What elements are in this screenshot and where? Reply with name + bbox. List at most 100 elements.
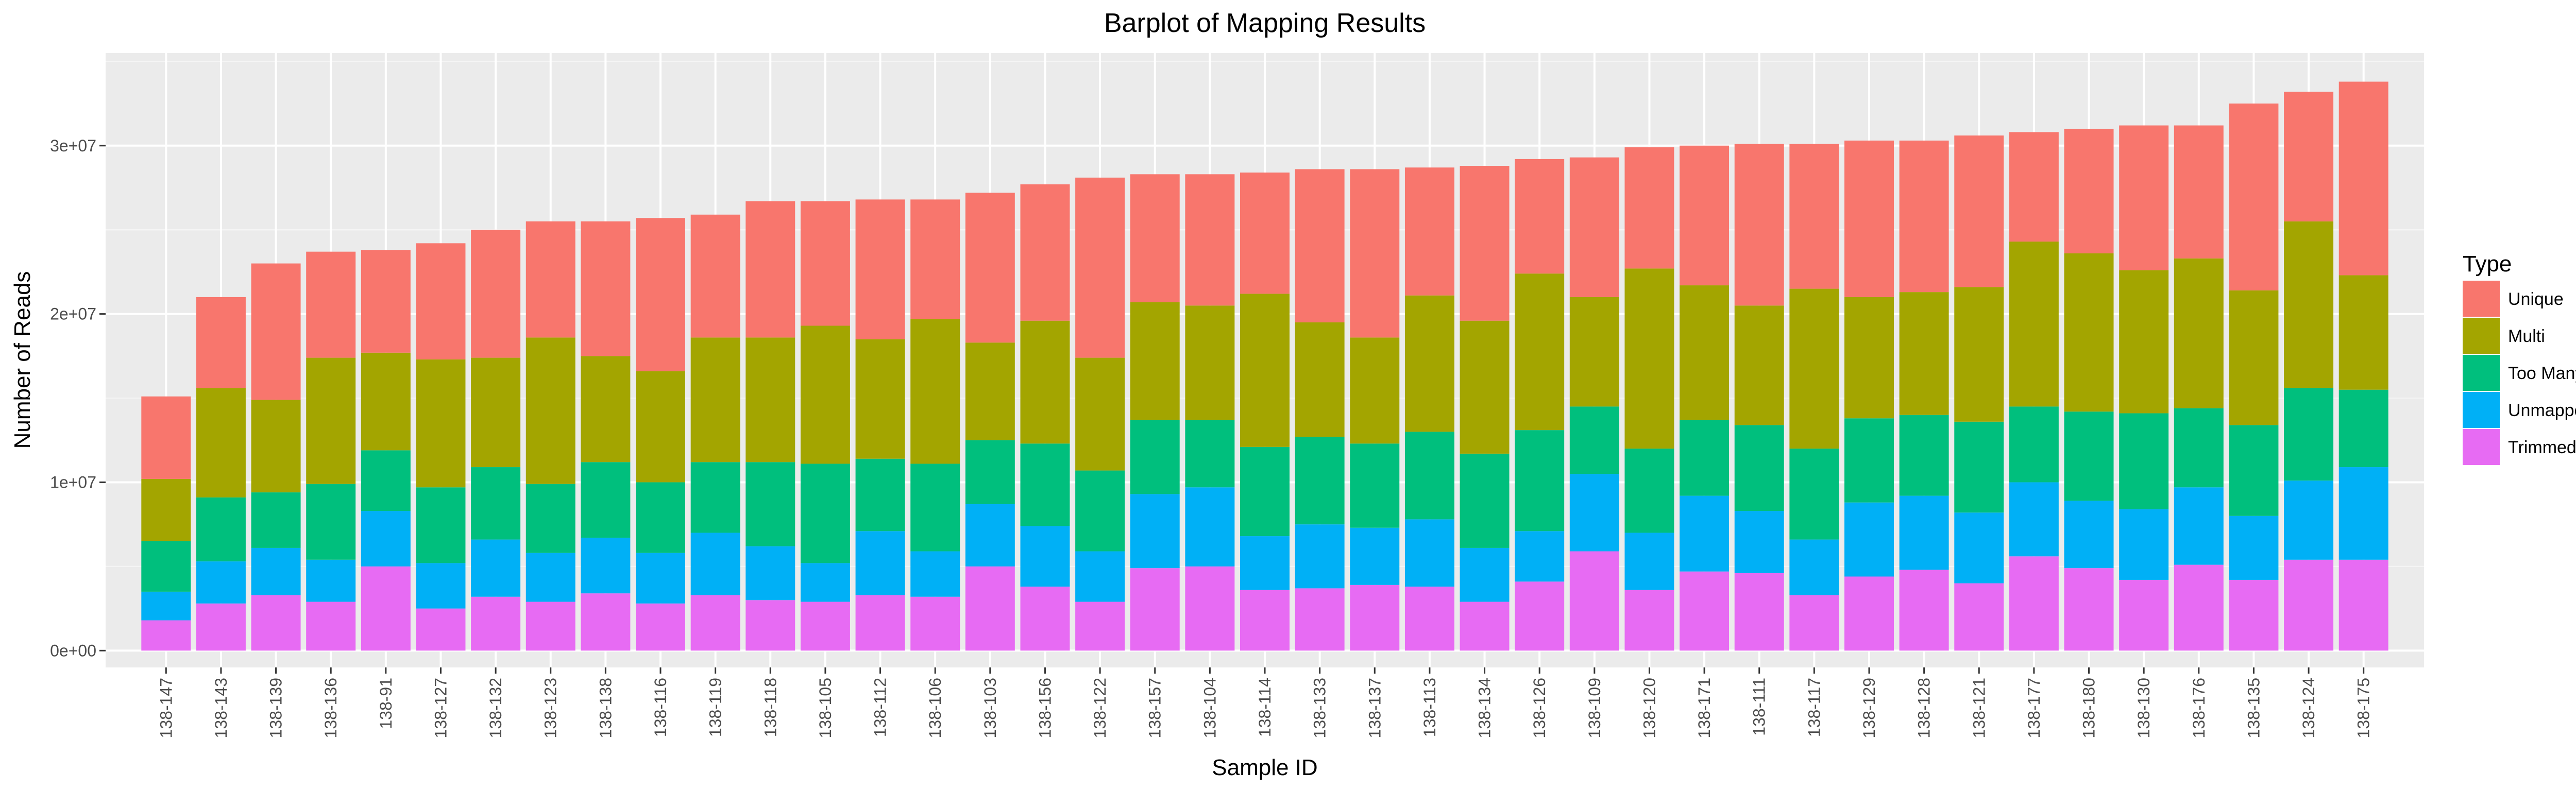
bar-segment-trimmed-off-138-122 [1075,602,1125,651]
legend-swatch-too-many [2463,355,2500,391]
x-tick-label: 138-117 [1805,678,1823,737]
bar-segment-trimmed-off-138-120 [1624,590,1674,651]
bar-segment-trimmed-off-138-113 [1404,587,1454,651]
bar-segment-unmapped-138-104 [1185,487,1235,566]
x-tick-label: 138-121 [1970,678,1988,738]
bar-segment-trimmed-off-138-129 [1844,576,1894,651]
bar-segment-multi-138-114 [1240,294,1290,447]
x-tick-label: 138-171 [1695,678,1714,738]
legend-items: Unique Multi Too Many Unmapped Trimmed Off [2463,281,2576,465]
bar-segment-unmapped-138-130 [2119,509,2169,580]
bar-segment-too-many-138-171 [1680,420,1730,496]
bar-segment-multi-138-124 [2284,221,2334,388]
bar-segment-unmapped-138-113 [1404,519,1454,587]
bar-segment-trimmed-off-138-130 [2119,580,2169,651]
bar-segment-unique-138-111 [1734,144,1784,306]
bar-segment-unique-138-134 [1460,165,1510,321]
bar-segment-unmapped-138-105 [800,563,850,602]
bar-segment-unmapped-138-157 [1130,494,1180,569]
bar-segment-unique-138-132 [471,230,521,358]
bar-segment-unique-138-113 [1404,167,1454,296]
legend-label: Trimmed Off [2508,438,2576,457]
bar-segment-multi-138-105 [800,325,850,464]
legend-label: Unmapped [2508,401,2576,420]
bar-segment-unmapped-138-123 [526,553,575,602]
bar-segment-unique-138-121 [1954,135,2004,287]
bar-segment-unmapped-138-106 [910,551,960,597]
bar-segment-multi-138-120 [1624,268,1674,449]
bar-segment-multi-138-112 [855,339,905,459]
bar-segment-unmapped-138-143 [196,561,246,604]
x-tick-label: 138-156 [1036,678,1054,738]
bar-segment-too-many-138-147 [141,541,191,592]
bar-segment-trimmed-off-138-124 [2284,559,2334,651]
x-tick-label: 138-104 [1200,678,1219,738]
bar-segment-too-many-138-117 [1789,449,1839,540]
x-tick-label: 138-132 [486,678,505,738]
bar-segment-trimmed-off-138-109 [1569,551,1619,651]
bar-segment-unique-138-137 [1350,169,1400,338]
bar-segment-unique-138-103 [965,193,1015,343]
bar-segment-trimmed-off-138-126 [1515,581,1565,651]
bar-segment-too-many-138-105 [800,463,850,563]
bar-segment-too-many-138-138 [581,462,631,538]
x-tick-label: 138-176 [2190,678,2208,738]
x-tick-label: 138-111 [1750,678,1769,736]
bar-segment-unmapped-138-180 [2064,501,2114,569]
bar-segment-trimmed-off-138-104 [1185,566,1235,651]
bar-segment-multi-138-128 [1899,292,1949,415]
bar-segment-trimmed-off-138-137 [1350,585,1400,651]
bar-segment-unique-138-130 [2119,125,2169,270]
bar-segment-multi-138-133 [1295,322,1345,437]
bar-segment-too-many-138-103 [965,440,1015,504]
bar-segment-unique-138-119 [690,214,740,338]
x-tick-label: 138-128 [1915,678,1934,738]
bar-segment-unique-138-157 [1130,174,1180,302]
bar-segment-trimmed-off-138-112 [855,595,905,651]
bar-segment-unique-138-156 [1020,184,1070,321]
bar-segment-unique-138-133 [1295,169,1345,322]
bar-segment-multi-138-127 [416,359,466,488]
bar-segment-unique-138-135 [2229,104,2279,290]
bar-segment-unmapped-138-176 [2174,487,2224,565]
bar-segment-too-many-138-180 [2064,411,2114,501]
bar-segment-unmapped-138-139 [251,547,301,595]
bar-segment-too-many-138-137 [1350,443,1400,528]
bar-segment-multi-138-116 [636,371,685,483]
bar-segment-unmapped-138-134 [1460,547,1510,602]
x-tick-label: 138-136 [321,678,340,738]
bar-segment-unique-138-171 [1680,145,1730,286]
bar-segment-trimmed-off-138-127 [416,608,466,651]
bar-segment-too-many-138-123 [526,484,575,553]
bar-segment-trimmed-off-138-180 [2064,568,2114,651]
bar-segment-multi-138-130 [2119,270,2169,414]
bar-segment-unmapped-138-116 [636,553,685,604]
bar-segment-too-many-138-127 [416,487,466,563]
bar-segment-unique-138-127 [416,243,466,359]
bar-segment-too-many-138-124 [2284,388,2334,481]
bar-segment-multi-138-121 [1954,287,2004,422]
chart-title: Barplot of Mapping Results [1104,8,1426,38]
bar-segment-too-many-138-91 [361,450,411,511]
legend-label: Too Many [2508,364,2576,383]
x-tick-label: 138-118 [761,678,779,737]
x-tick-label: 138-177 [2025,678,2043,738]
bar-segment-unmapped-138-177 [2009,482,2059,557]
bar-segment-trimmed-off-138-156 [1020,587,1070,651]
bar-segment-too-many-138-128 [1899,415,1949,496]
bar-segment-too-many-138-113 [1404,432,1454,520]
bar-segment-multi-138-180 [2064,253,2114,412]
legend-swatch-unmapped [2463,392,2500,428]
x-tick-label: 138-133 [1311,678,1329,738]
bar-segment-trimmed-off-138-103 [965,566,1015,651]
bar-segment-unmapped-138-126 [1515,531,1565,582]
bar-segment-too-many-138-129 [1844,418,1894,503]
bar-segment-trimmed-off-138-138 [581,593,631,651]
bar-segment-multi-138-147 [141,478,191,541]
bar-segment-unique-138-128 [1899,140,1949,293]
x-tick-label: 138-112 [871,678,890,737]
bar-segment-unique-138-91 [361,250,411,353]
bar-segment-too-many-138-136 [306,484,356,560]
bar-segment-too-many-138-122 [1075,470,1125,552]
